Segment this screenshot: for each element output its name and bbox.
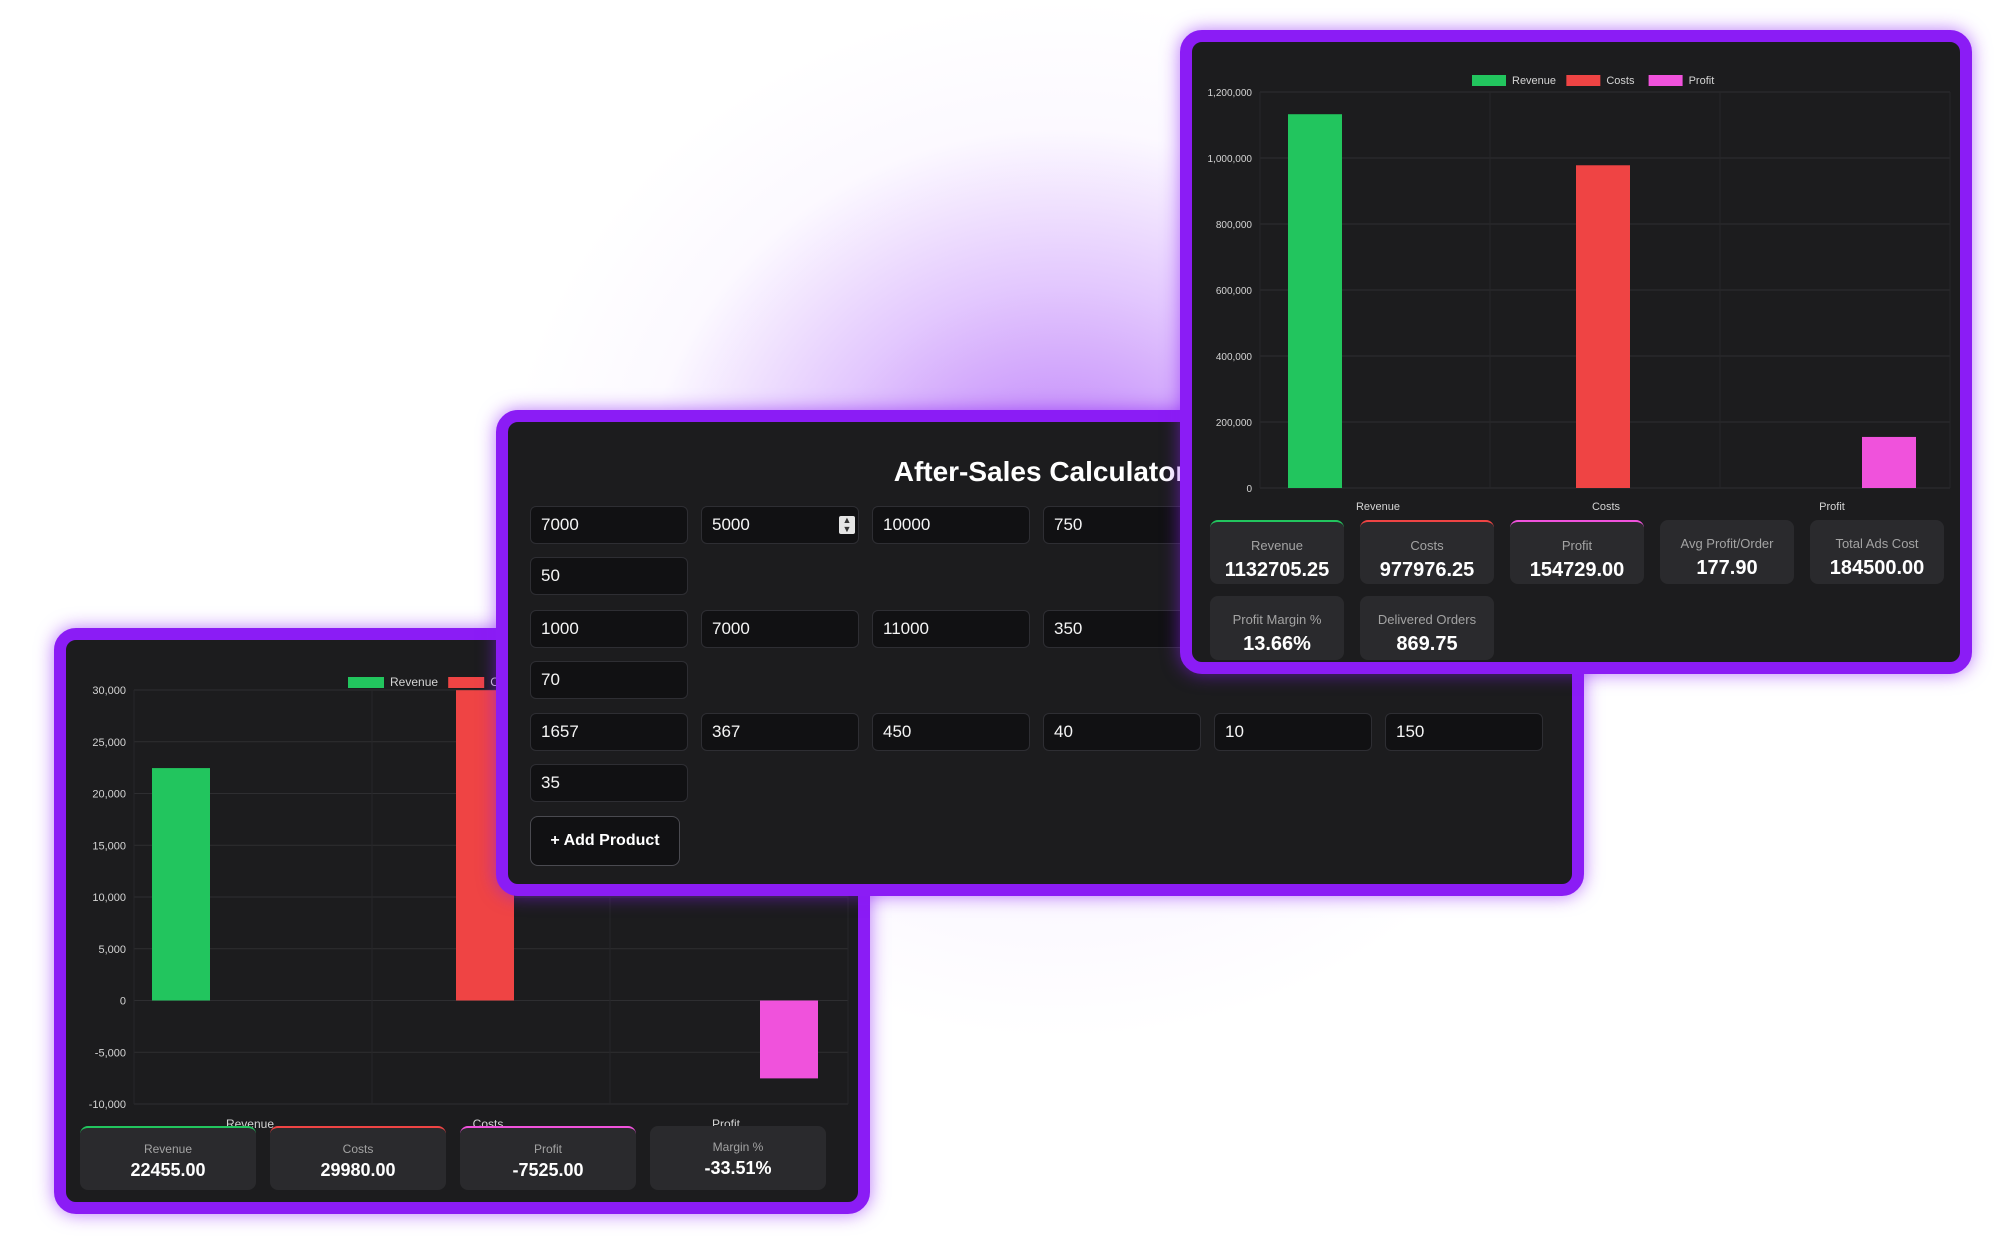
stat-delivered-orders: Delivered Orders 869.75 xyxy=(1360,596,1494,660)
stat-costs: Costs 977976.25 xyxy=(1360,520,1494,584)
product-1-field-2[interactable] xyxy=(701,506,859,544)
stat-value: -33.51% xyxy=(704,1158,772,1178)
product-3-field-5[interactable] xyxy=(1214,713,1372,751)
stat-revenue: Revenue 1132705.25 xyxy=(1210,520,1344,584)
bar-costs xyxy=(1576,165,1630,489)
product-1-field-4[interactable] xyxy=(1043,506,1201,544)
y-tick-label: 0 xyxy=(120,996,126,1008)
y-tick-label: 20,000 xyxy=(92,789,126,801)
y-tick-label: 1,200,000 xyxy=(1208,88,1253,99)
legend-label: Revenue xyxy=(390,675,438,689)
product-1-field-1[interactable] xyxy=(530,506,688,544)
legend-swatch xyxy=(1566,75,1601,86)
product-3-field-1[interactable] xyxy=(530,713,688,751)
bar-revenue xyxy=(1288,114,1342,488)
product-1-field-extra[interactable] xyxy=(530,557,688,595)
stat-label: Avg Profit/Order xyxy=(1680,536,1774,551)
stat-revenue: Revenue 22455.00 xyxy=(80,1126,256,1190)
legend-label: Costs xyxy=(1606,75,1635,87)
stat-label: Profit xyxy=(1561,538,1593,553)
product-2-field-3[interactable] xyxy=(872,610,1030,648)
bar-revenue xyxy=(152,768,210,1001)
legend-swatch xyxy=(448,677,485,688)
product-3-field-2[interactable] xyxy=(701,713,859,751)
x-tick-label: Costs xyxy=(1592,501,1621,513)
stat-profit: Profit -7525.00 xyxy=(460,1126,636,1190)
stat-label: Profit xyxy=(533,1142,562,1156)
stat-profit-margin: Profit Margin % 13.66% xyxy=(1210,596,1344,660)
product-3-field-3[interactable] xyxy=(872,713,1030,751)
number-spinner-icon[interactable]: ▲ ▼ xyxy=(839,516,855,534)
stat-value: 977976.25 xyxy=(1379,559,1475,581)
y-tick-label: 5,000 xyxy=(98,944,126,956)
legend-label: Revenue xyxy=(1512,75,1556,87)
x-tick-label: Profit xyxy=(1819,501,1845,513)
results-card-large: 1,200,000 1,000,000 800,000 600,000 400,000 2… xyxy=(1180,30,1972,674)
x-tick-label: Revenue xyxy=(1356,501,1400,513)
stat-label: Costs xyxy=(342,1142,374,1156)
stat-label: Revenue xyxy=(143,1142,193,1156)
product-3-field-4[interactable] xyxy=(1043,713,1201,751)
stat-value: 1132705.25 xyxy=(1224,559,1330,581)
y-tick-label: 400,000 xyxy=(1216,352,1253,363)
stat-value: 22455.00 xyxy=(130,1160,206,1180)
stat-value: 154729.00 xyxy=(1529,559,1625,581)
legend-swatch xyxy=(1472,75,1506,86)
stat-value: 13.66% xyxy=(1243,633,1311,655)
legend-swatch xyxy=(1648,75,1683,86)
stat-label: Total Ads Cost xyxy=(1835,536,1919,551)
stat-label: Margin % xyxy=(712,1140,764,1154)
add-product-button[interactable]: + Add Product xyxy=(530,816,680,866)
y-tick-label: 600,000 xyxy=(1216,286,1253,297)
stat-value: 184500.00 xyxy=(1829,557,1925,579)
y-tick-label: 10,000 xyxy=(92,892,126,904)
stat-value: 177.90 xyxy=(1696,557,1758,579)
stat-label: Costs xyxy=(1410,538,1444,553)
bar-profit xyxy=(760,1000,818,1079)
y-tick-label: 25,000 xyxy=(92,737,126,749)
stat-value: -7525.00 xyxy=(512,1160,584,1180)
bar-chart-large: 1,200,000 1,000,000 800,000 600,000 400,000 2… xyxy=(1208,75,1951,513)
product-3-field-extra[interactable] xyxy=(530,764,688,802)
y-tick-label: 1,000,000 xyxy=(1208,154,1253,165)
stat-value: 29980.00 xyxy=(320,1160,396,1180)
y-tick-label: -5,000 xyxy=(95,1047,126,1059)
product-2-field-1[interactable] xyxy=(530,610,688,648)
page-title: After-Sales Calculator xyxy=(893,456,1187,487)
y-tick-label: 200,000 xyxy=(1216,418,1253,429)
product-1-field-3[interactable] xyxy=(872,506,1030,544)
stat-margin: Margin % -33.51% xyxy=(650,1126,826,1190)
legend-label: Profit xyxy=(1689,75,1715,87)
product-2-field-4[interactable] xyxy=(1043,610,1201,648)
y-tick-label: 800,000 xyxy=(1216,220,1253,231)
stat-value: 869.75 xyxy=(1396,633,1458,655)
stat-avg-profit-order: Avg Profit/Order 177.90 xyxy=(1660,520,1794,584)
calculator-card: After-Sales Calculator ▲▼ + Add Product xyxy=(496,410,1584,896)
y-tick-label: 30,000 xyxy=(92,685,126,697)
product-2-field-extra[interactable] xyxy=(530,661,688,699)
y-tick-label: 0 xyxy=(1246,484,1252,495)
stat-costs: Costs 29980.00 xyxy=(270,1126,446,1190)
stat-label: Delivered Orders xyxy=(1377,612,1477,627)
legend-swatch xyxy=(348,677,384,688)
product-2-field-2[interactable] xyxy=(701,610,859,648)
y-tick-label: -10,000 xyxy=(89,1099,126,1111)
product-3-field-6[interactable] xyxy=(1385,713,1543,751)
stat-total-ads-cost: Total Ads Cost 184500.00 xyxy=(1810,520,1944,584)
stat-profit: Profit 154729.00 xyxy=(1510,520,1644,584)
y-tick-label: 15,000 xyxy=(92,840,126,852)
stat-label: Profit Margin % xyxy=(1232,612,1322,627)
stat-label: Revenue xyxy=(1250,538,1304,553)
bar-profit xyxy=(1862,436,1916,488)
